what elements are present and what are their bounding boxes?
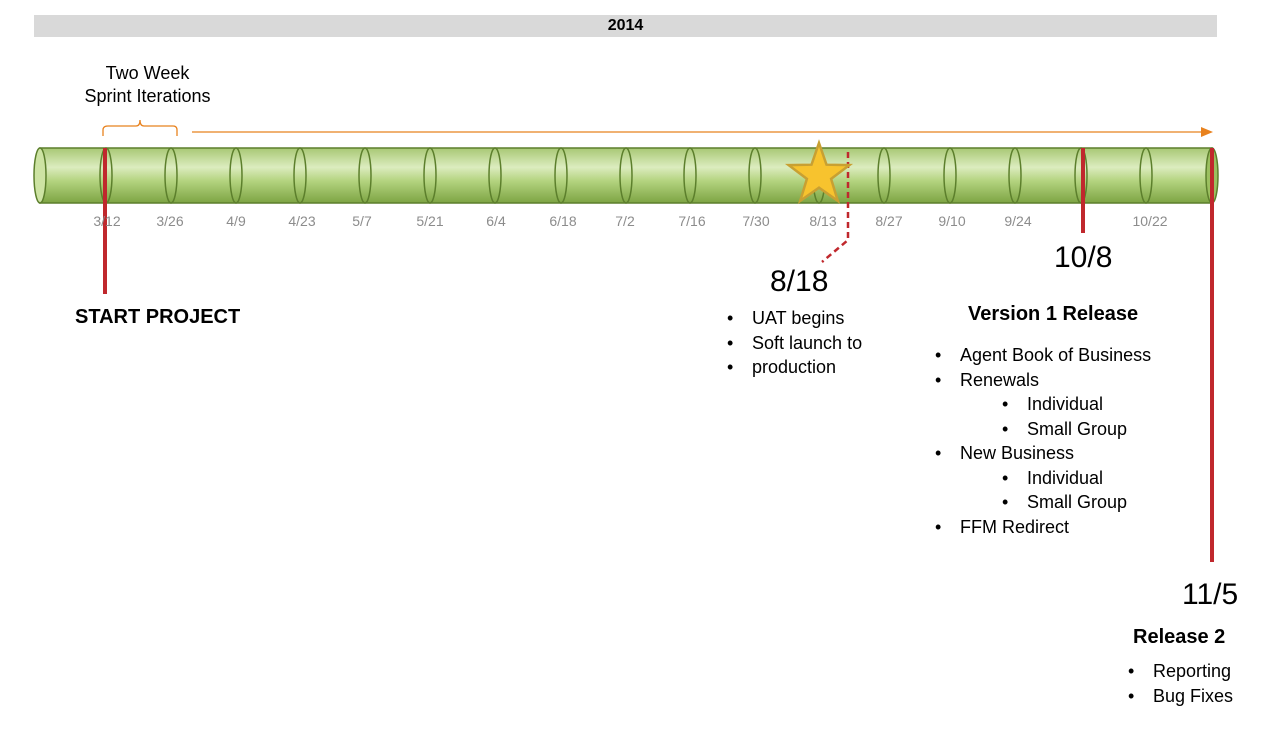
v1-item: Agent Book of Business bbox=[933, 343, 1203, 368]
uat-item: UAT begins bbox=[725, 306, 925, 331]
tube-segment-ring bbox=[1008, 147, 1022, 204]
uat-date: 8/18 bbox=[770, 265, 829, 298]
timeline-tube bbox=[39, 147, 1213, 204]
uat-item: Soft launch to bbox=[725, 331, 925, 356]
r2-date: 11/5 bbox=[1182, 578, 1239, 611]
tube-segment-ring bbox=[748, 147, 762, 204]
v1-item: New Business bbox=[933, 441, 1203, 466]
tick-label: 9/24 bbox=[1004, 213, 1032, 229]
tube-segment-ring bbox=[683, 147, 697, 204]
tick-label: 9/10 bbox=[938, 213, 966, 229]
year-header: 2014 bbox=[34, 15, 1217, 37]
year-label: 2014 bbox=[607, 17, 644, 34]
sprint-label-line2: Sprint Iterations bbox=[84, 86, 211, 106]
v1-subitem: Individual bbox=[933, 392, 1203, 417]
tube-segment-ring bbox=[1139, 147, 1153, 204]
v1-subitem: Individual bbox=[933, 466, 1203, 491]
sprint-label-line1: Two Week bbox=[105, 63, 190, 83]
tube-segment-ring bbox=[164, 147, 178, 204]
tube-segment-ring bbox=[423, 147, 437, 204]
tick-label: 4/23 bbox=[288, 213, 316, 229]
r2-item: Bug Fixes bbox=[1126, 684, 1261, 709]
tick-label: 7/30 bbox=[742, 213, 770, 229]
start-project-title: START PROJECT bbox=[75, 306, 241, 328]
v1-title: Version 1 Release bbox=[968, 303, 1139, 325]
tube-segment-ring bbox=[619, 147, 633, 204]
tick-label: 10/22 bbox=[1132, 213, 1168, 229]
tick-label: 8/13 bbox=[809, 213, 837, 229]
v1-subitem: Small Group bbox=[933, 490, 1203, 515]
tick-label: 3/12 bbox=[93, 213, 121, 229]
tube-segment-ring bbox=[488, 147, 502, 204]
tube-segment-ring bbox=[877, 147, 891, 204]
v1-item: FFM Redirect bbox=[933, 515, 1203, 540]
tick-label: 5/7 bbox=[352, 213, 372, 229]
v1-item: Renewals bbox=[933, 368, 1203, 393]
tick-label: 7/2 bbox=[615, 213, 635, 229]
tube-segment-ring bbox=[293, 147, 307, 204]
tick-label: 6/4 bbox=[486, 213, 506, 229]
tick-label: 5/21 bbox=[416, 213, 444, 229]
tube-segment-ring bbox=[358, 147, 372, 204]
uat-connector bbox=[821, 152, 850, 263]
tube-segment-ring bbox=[943, 147, 957, 204]
star-icon bbox=[784, 139, 854, 205]
sprint-bracket bbox=[102, 119, 178, 136]
timeline-tube-start-cap bbox=[33, 147, 47, 204]
v1-date: 10/8 bbox=[1054, 241, 1113, 274]
v1-list: Agent Book of Business Renewals Individu… bbox=[933, 343, 1203, 539]
r2-title: Release 2 bbox=[1133, 626, 1226, 648]
tick-label: 6/18 bbox=[549, 213, 577, 229]
tube-segment-ring bbox=[229, 147, 243, 204]
r2-item: Reporting bbox=[1126, 659, 1261, 684]
timeline-arrow-head bbox=[1201, 127, 1213, 137]
uat-item-continuation: production bbox=[725, 355, 925, 380]
tick-label: 7/16 bbox=[678, 213, 706, 229]
sprint-label: Two Week Sprint Iterations bbox=[60, 62, 235, 108]
uat-list: UAT begins Soft launch to production bbox=[725, 306, 925, 380]
v1-subitem: Small Group bbox=[933, 417, 1203, 442]
tube-segment-ring bbox=[554, 147, 568, 204]
tick-label: 8/27 bbox=[875, 213, 903, 229]
r2-list: Reporting Bug Fixes bbox=[1126, 659, 1261, 708]
tick-label: 4/9 bbox=[226, 213, 246, 229]
tick-label: 3/26 bbox=[156, 213, 184, 229]
